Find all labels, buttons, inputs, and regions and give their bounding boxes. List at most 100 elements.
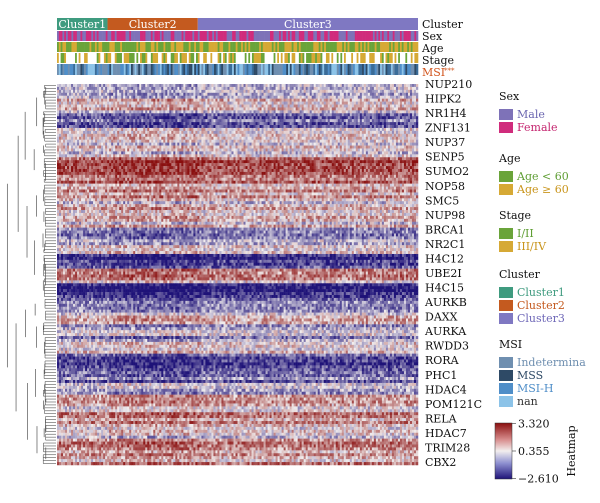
legend-item-label: Cluster1 [517,286,565,299]
heatmap-row [57,321,418,324]
heatmap-row [57,90,418,93]
gene-label: SENP5 [425,151,465,164]
age-track [57,42,418,52]
colorbar-max-label: 3.320 [518,418,550,431]
stage-track [57,53,418,63]
heatmap-row [57,143,418,146]
heatmap-row [57,260,418,263]
legend-item-label: MSI-H [517,382,553,395]
heatmap-row [57,377,418,380]
gene-label: RORA [425,354,460,367]
heatmap-row [57,178,418,181]
heatmap-row [57,398,418,401]
legend-title: Sex [499,90,520,103]
heatmap-row [57,336,418,339]
heatmap-row [57,157,418,160]
heatmap-row [57,301,418,304]
legend-item-label: I/II [517,227,534,240]
heatmap-row [57,436,418,439]
cluster-bar-label-1: Cluster1 [58,18,106,31]
legend-item-label: nan [517,395,538,408]
heatmap-row [57,415,418,418]
gene-label: HIPK2 [425,93,462,106]
heatmap-row [57,392,418,395]
legend-item-label: Cluster3 [517,312,565,325]
heatmap-row [57,125,418,128]
gene-label: RELA [425,412,458,425]
heatmap-row [57,359,418,362]
heatmap-row [57,236,418,239]
heatmap-row [57,254,418,257]
legend-title: MSI [499,338,522,351]
gene-label: DAXX [425,311,458,324]
heatmap-row [57,459,418,462]
legend-swatch [499,300,513,311]
heatmap-row [57,137,418,140]
heatmap-row [57,107,418,110]
heatmap-row [57,148,418,151]
heatmap-row [57,418,418,421]
heatmap-row [57,430,418,433]
heatmap-row [57,298,418,301]
heatmap-row [57,280,418,283]
heatmap-row [57,348,418,351]
colorbar-min-label: −2.610 [518,473,559,486]
gene-label: BRCA1 [425,223,465,236]
heatmap-row [57,289,418,292]
heatmap-row [57,304,418,307]
heatmap-row [57,99,418,102]
heatmap-row [57,453,418,456]
legend-item-label: Male [517,108,545,121]
legend-item-label: Cluster2 [517,299,565,312]
heatmap-row [57,371,418,374]
heatmap-row [57,225,418,228]
colorbar-gradient [495,423,512,479]
heatmap-row [57,87,418,90]
legend-swatch [499,370,513,381]
gene-label: UBE2I [425,267,462,280]
heatmap-row [57,146,418,149]
heatmap-row [57,439,418,442]
heatmap-row [57,245,418,248]
heatmap-row [57,248,418,251]
heatmap-row [57,286,418,289]
legend-item-label: Indetermina [517,356,586,369]
heatmap-row [57,383,418,386]
heatmap-row [57,351,418,354]
legend-swatch [499,184,513,195]
legend-swatch [499,241,513,252]
heatmap-row [57,151,418,154]
legend-title: Stage [499,209,531,222]
legend-swatch [499,228,513,239]
heatmap-row [57,219,418,222]
colorbar-mid-label: 0.355 [518,445,550,458]
heatmap-row [57,140,418,143]
heatmap-row [57,395,418,398]
heatmap-row [57,333,418,336]
heatmap-row [57,190,418,193]
heatmap-row [57,433,418,436]
gene-label: ZNF131 [425,122,471,135]
gene-label: HDAC7 [425,427,467,440]
heatmap-row [57,324,418,327]
gene-label: H4C15 [425,282,464,295]
heatmap-row [57,316,418,319]
heatmap-row [57,263,418,266]
gene-label: AURKB [424,296,467,309]
cluster-bar-label-3: Cluster3 [284,18,332,31]
heatmap-row [57,307,418,310]
heatmap-row [57,119,418,122]
gene-label: NOP58 [425,180,465,193]
legend-swatch [499,109,513,120]
heatmap-row [57,386,418,389]
heatmap-row [57,210,418,213]
